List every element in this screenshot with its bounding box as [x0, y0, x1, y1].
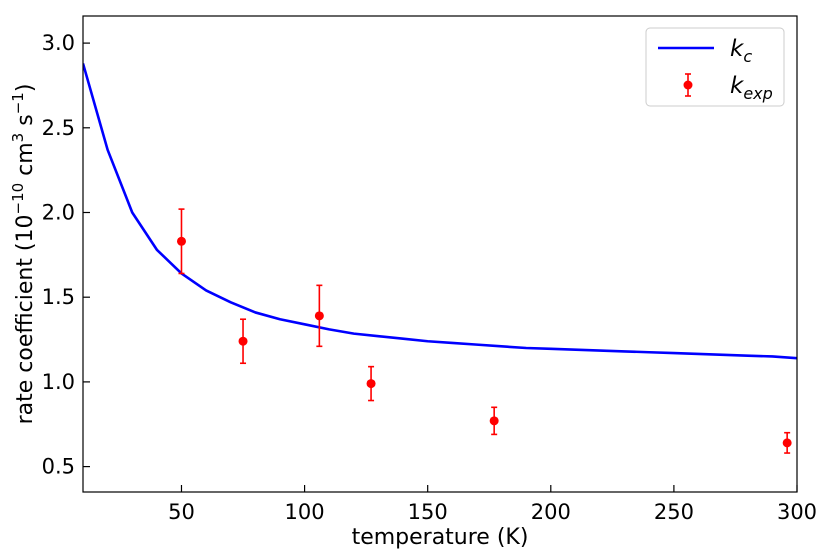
y-tick-label: 3.0 [42, 31, 75, 55]
x-tick-label: 250 [654, 500, 694, 524]
marker [314, 311, 324, 321]
legend: kc kexp [645, 27, 785, 107]
legend-item-k_exp: kexp [683, 73, 773, 103]
marker [489, 416, 499, 426]
x-axis: 50 100 150 200 250 300 [168, 485, 817, 524]
y-axis: 0.5 1.0 1.5 2.0 2.5 3.0 [42, 31, 90, 479]
legend-label: kc [730, 36, 752, 66]
y-axis-title-suffix: ) [13, 84, 38, 93]
marker [782, 438, 792, 448]
x-tick-label: 200 [531, 500, 571, 524]
data-point-k_exp [489, 406, 499, 436]
x-tick-label: 50 [168, 500, 195, 524]
plot-frame [82, 15, 798, 493]
data-point-k_exp [366, 365, 376, 402]
data-point-k_exp [238, 318, 248, 365]
legend-item-k_c: kc [658, 36, 752, 66]
data-point-k_exp [176, 208, 186, 275]
data-point-k_exp [314, 284, 324, 348]
y-axis-title-exp3: −1 [9, 92, 27, 114]
y-axis-title-mid2: s [13, 114, 38, 132]
marker [176, 236, 186, 246]
marker [238, 336, 248, 346]
marker [366, 379, 376, 389]
plot-area [83, 63, 797, 454]
y-tick-label: 2.5 [42, 116, 75, 140]
y-tick-label: 2.0 [42, 200, 75, 224]
legend-label: kexp [730, 73, 773, 103]
y-axis-title-mid: cm [13, 142, 38, 183]
y-axis-title-exp2: 3 [9, 133, 27, 143]
y-axis-title-prefix: rate coefficient (10 [13, 214, 38, 424]
x-tick-label: 100 [285, 500, 325, 524]
y-axis-title: rate coefficient (10−10 cm3 s−1) [9, 84, 38, 425]
x-tick-label: 150 [408, 500, 448, 524]
y-tick-label: 0.5 [42, 455, 75, 479]
data-point-k_exp [782, 431, 792, 454]
y-tick-label: 1.0 [42, 370, 75, 394]
legend-swatch-marker [683, 80, 693, 90]
y-tick-label: 1.5 [42, 285, 75, 309]
x-tick-label: 300 [777, 500, 817, 524]
x-axis-title: temperature (K) [352, 525, 529, 550]
series-line-k_c [83, 63, 797, 360]
y-axis-title-exp1: −10 [9, 183, 27, 215]
